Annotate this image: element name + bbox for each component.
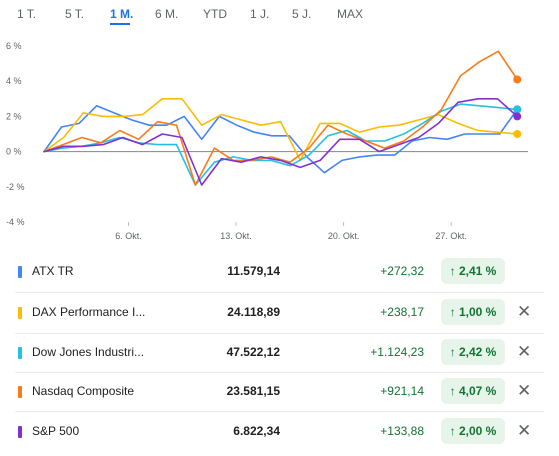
tab-1-day[interactable]: 1 T. (17, 7, 37, 21)
arrow-up-icon: ↑ (449, 424, 456, 438)
series-color-swatch (18, 386, 22, 398)
series-line (43, 98, 519, 186)
tab-ytd[interactable]: YTD (203, 7, 227, 21)
y-tick-label: 0 % (6, 147, 22, 157)
x-tick-label: 27. Okt. (435, 231, 467, 241)
row-price: 24.118,89 (227, 305, 280, 319)
row-name: DAX Performance I... (32, 305, 146, 319)
table-row-dow-jones[interactable]: Dow Jones Industri... 47.522,12 +1.124,2… (0, 333, 559, 373)
series-color-swatch (18, 266, 22, 278)
row-divider (15, 372, 544, 373)
x-tick-label: 13. Okt. (220, 231, 252, 241)
row-name: S&P 500 (32, 424, 80, 438)
percent-change-badge: ↑ 2,41 % (441, 258, 505, 284)
tab-5-days[interactable]: 5 T. (65, 7, 85, 21)
series-end-point (513, 112, 522, 121)
series-color-swatch (18, 307, 22, 319)
y-tick-label: 4 % (6, 76, 22, 86)
table-row-dax[interactable]: DAX Performance I... 24.118,89 +238,17 ↑… (0, 293, 559, 333)
series-end-point (513, 130, 522, 138)
row-divider (15, 292, 544, 293)
tab-6-months[interactable]: 6 M. (155, 7, 179, 21)
tab-5-years[interactable]: 5 J. (292, 7, 312, 21)
row-change: +133,88 (380, 424, 424, 438)
tab-max[interactable]: MAX (337, 7, 364, 21)
percent-change-badge: ↑ 2,42 % (441, 339, 505, 365)
active-tab-indicator (110, 23, 130, 25)
remove-comparison-close-icon[interactable]: ✕ (517, 421, 532, 440)
series-color-swatch (18, 347, 22, 359)
percent-change-badge: ↑ 2,00 % (441, 418, 505, 444)
tab-1-month[interactable]: 1 M. (110, 7, 134, 21)
y-tick-label: 6 % (6, 41, 22, 51)
arrow-up-icon: ↑ (449, 305, 456, 319)
row-divider (15, 411, 544, 412)
series-end-point (513, 105, 522, 114)
remove-comparison-close-icon[interactable]: ✕ (517, 302, 532, 321)
row-price: 47.522,12 (226, 345, 280, 359)
row-change: +1.124,23 (370, 345, 424, 359)
x-tick-label: 20. Okt. (328, 231, 360, 241)
comparison-line-chart: 6 % 4 % 2 % 0 % -2 % -4 % 6. Okt. 13. Okt. 20. O… (6, 41, 528, 241)
table-row-sp500[interactable]: S&P 500 6.822,34 +133,88 ↑ 2,00 % ✕ (0, 412, 559, 452)
row-divider (15, 333, 544, 334)
remove-comparison-close-icon[interactable]: ✕ (517, 342, 532, 361)
time-range-tabs: 1 T. 5 T. 1 M. 6 M. YTD 1 J. 5 J. MAX (0, 0, 559, 30)
percent-change-badge: ↑ 4,07 % (441, 378, 505, 404)
arrow-up-icon: ↑ (449, 264, 456, 278)
y-tick-label: -2 % (6, 182, 25, 192)
row-name: Nasdaq Composite (32, 384, 135, 398)
arrow-up-icon: ↑ (449, 384, 456, 398)
x-tick-label: 6. Okt. (115, 231, 142, 241)
row-change: +272,32 (380, 264, 424, 278)
series-end-point (513, 75, 522, 84)
y-tick-label: 2 % (6, 111, 22, 121)
y-tick-label: -4 % (6, 217, 25, 227)
table-row-atx-tr[interactable]: ATX TR 11.579,14 +272,32 ↑ 2,41 % (0, 252, 559, 292)
series-color-swatch (18, 426, 22, 438)
row-price: 23.581,15 (226, 384, 280, 398)
row-name: ATX TR (32, 264, 74, 278)
row-name: Dow Jones Industri... (32, 345, 145, 359)
row-price: 11.579,14 (227, 264, 280, 278)
arrow-up-icon: ↑ (449, 345, 456, 359)
row-price: 6.822,34 (233, 424, 280, 438)
row-change: +921,14 (380, 384, 424, 398)
table-row-nasdaq[interactable]: Nasdaq Composite 23.581,15 +921,14 ↑ 4,0… (0, 372, 559, 412)
series-line (43, 98, 519, 162)
remove-comparison-close-icon[interactable]: ✕ (517, 381, 532, 400)
row-change: +238,17 (380, 305, 424, 319)
tab-1-year[interactable]: 1 J. (250, 7, 270, 21)
series-line (43, 50, 519, 186)
percent-change-badge: ↑ 1,00 % (441, 299, 505, 325)
